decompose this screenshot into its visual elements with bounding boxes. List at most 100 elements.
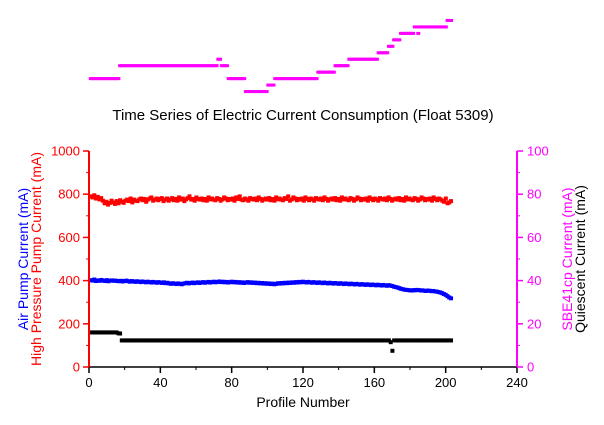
inset-point (264, 90, 269, 94)
data-point (100, 198, 105, 203)
data-point (99, 196, 104, 201)
right-y-axis: 0 20 40 60 80 100 (516, 144, 549, 375)
inset-point (443, 25, 448, 29)
data-point (301, 198, 306, 203)
data-point (402, 198, 407, 203)
data-point (428, 196, 433, 201)
inset-point (345, 64, 350, 68)
data-point (192, 198, 197, 203)
right-tick-label: 0 (527, 360, 534, 375)
data-point (300, 196, 305, 201)
data-point (281, 198, 286, 203)
x-tick-label: 40 (153, 375, 167, 390)
left-tick-label: 1000 (51, 144, 80, 159)
data-point (116, 201, 121, 206)
left-tick-label: 800 (58, 187, 80, 202)
data-point (90, 195, 95, 200)
x-axis-label: Profile Number (256, 394, 350, 410)
left-y-axis: 0 200 400 600 800 1000 (51, 144, 90, 375)
data-point (449, 199, 454, 204)
data-point (130, 200, 135, 205)
data-point (332, 196, 337, 201)
data-point (142, 196, 147, 201)
data-point (213, 198, 218, 203)
data-point (388, 340, 393, 345)
data-point (286, 194, 291, 199)
data-point (429, 198, 434, 203)
data-point (237, 194, 242, 199)
data-point (312, 198, 317, 203)
data-point (126, 199, 131, 204)
plot-area (88, 193, 454, 353)
left-axis-label-high-pressure: High Pressure Pump Current (mA) (28, 152, 44, 366)
left-tick-label: 600 (58, 230, 80, 245)
data-point (365, 198, 370, 203)
right-axis-label-sbe41cp: SBE41cp Current (mA) (559, 187, 575, 330)
inset-point (331, 70, 336, 74)
data-point (449, 338, 454, 343)
data-point (92, 193, 97, 198)
series-0 (88, 193, 454, 207)
x-tick-label: 120 (292, 375, 314, 390)
x-tick-label: 80 (224, 375, 238, 390)
data-point (449, 296, 454, 301)
x-tick-label: 200 (435, 375, 457, 390)
data-point (443, 196, 448, 201)
inset-point (390, 44, 395, 48)
inset-point (397, 38, 402, 42)
data-point (159, 196, 164, 201)
data-point (410, 198, 415, 203)
inset-point (374, 57, 379, 61)
data-point (121, 200, 126, 205)
inset-point (314, 77, 319, 81)
data-point (128, 196, 133, 201)
inset-point (116, 77, 121, 81)
inset-point (385, 51, 390, 55)
right-tick-label: 80 (527, 187, 541, 202)
data-point (170, 196, 175, 201)
inset-sbe41cp-strip (88, 18, 454, 94)
inset-point (271, 83, 276, 87)
inset-point (242, 77, 247, 81)
chart-title: Time Series of Electric Current Consumpt… (112, 107, 493, 124)
data-point (175, 198, 180, 203)
left-axis-label-air-pump: Air Pump Current (mA) (15, 188, 31, 330)
data-point (390, 348, 395, 353)
inset-point (449, 18, 454, 22)
data-point (272, 198, 277, 203)
data-point (104, 199, 109, 204)
data-point (149, 195, 154, 200)
inset-point (416, 31, 421, 35)
left-tick-label: 0 (73, 360, 80, 375)
data-point (107, 200, 112, 205)
data-point (284, 196, 289, 201)
data-point (95, 194, 100, 199)
data-point (113, 201, 118, 206)
data-point (164, 196, 169, 201)
inset-point (218, 57, 223, 61)
inset-point (414, 25, 419, 29)
x-axis: 0 40 80 120 160 200 240 (85, 366, 528, 390)
x-tick-label: 160 (363, 375, 385, 390)
data-point (118, 331, 123, 336)
right-tick-label: 60 (527, 230, 541, 245)
data-point (376, 198, 381, 203)
data-point (246, 198, 251, 203)
x-tick-label: 240 (506, 375, 528, 390)
right-axis-label-quiescent: Quiescent Current (mA) (572, 185, 588, 333)
data-point (384, 198, 389, 203)
inset-point (224, 64, 229, 68)
series-2 (88, 330, 454, 353)
data-point (346, 198, 351, 203)
data-point (144, 199, 149, 204)
data-point (187, 194, 192, 199)
left-tick-label: 400 (58, 273, 80, 288)
data-point (232, 198, 237, 203)
right-tick-label: 100 (527, 144, 549, 159)
right-tick-label: 40 (527, 273, 541, 288)
right-tick-label: 20 (527, 316, 541, 331)
data-point (320, 198, 325, 203)
data-point (338, 198, 343, 203)
series-1 (88, 277, 454, 301)
